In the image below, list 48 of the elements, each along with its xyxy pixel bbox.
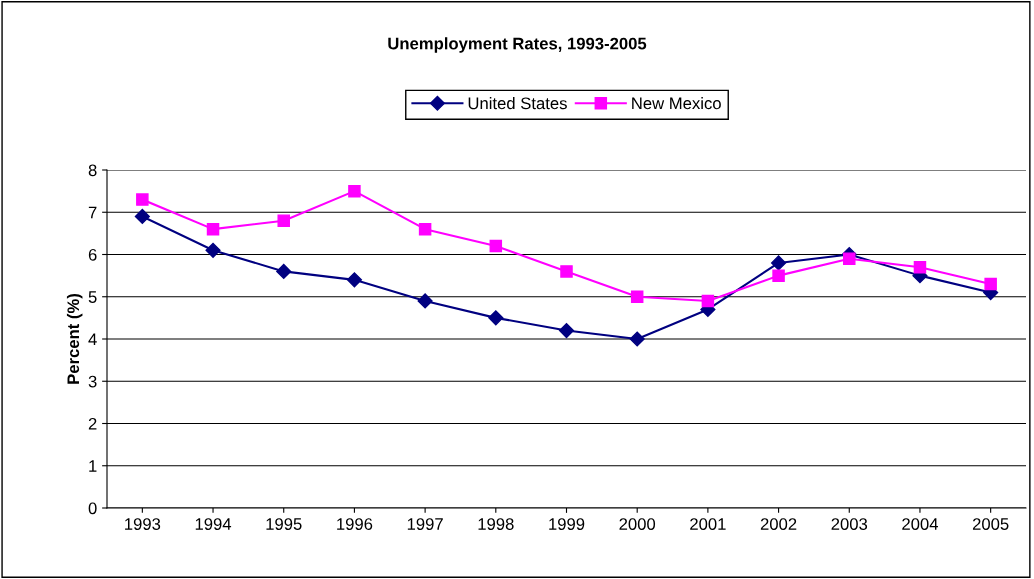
- x-tick-label: 2005: [972, 518, 1009, 530]
- point: [417, 293, 433, 309]
- y-tick-label: 6: [88, 248, 97, 261]
- x-tick-label: 1996: [337, 518, 373, 530]
- x-tick-label: 1997: [407, 518, 443, 530]
- point: [134, 208, 150, 225]
- x-tick-label: 1995: [266, 518, 302, 530]
- point: [276, 263, 292, 279]
- point: [701, 294, 715, 308]
- point: [277, 214, 290, 227]
- x-tick-label: 2003: [831, 518, 868, 530]
- point: [489, 239, 503, 253]
- point: [418, 222, 432, 236]
- y-tick-label: 8: [88, 164, 97, 177]
- x-tick-label: 2001: [690, 518, 726, 530]
- y-tick-label: 5: [88, 291, 97, 303]
- point: [772, 269, 785, 282]
- y-tick-label: 7: [88, 206, 97, 219]
- point: [843, 252, 856, 265]
- x-tick-label: 2002: [760, 518, 797, 530]
- point: [560, 265, 573, 278]
- x-tick-label: 2000: [619, 518, 656, 530]
- legend-label: New Mexico: [632, 97, 721, 110]
- x-tick-label: 1999: [549, 518, 585, 530]
- point: [771, 255, 787, 271]
- point: [206, 222, 220, 236]
- point: [346, 272, 362, 288]
- x-tick-label: 2004: [902, 518, 939, 530]
- y-tick-label: 3: [88, 375, 97, 388]
- point: [136, 193, 149, 206]
- x-tick-label: 1993: [125, 518, 161, 530]
- point: [558, 322, 575, 339]
- y-tick-label: 0: [88, 502, 97, 515]
- point: [630, 290, 644, 304]
- chart-title: Unemployment Rates, 1993-2005: [388, 37, 647, 53]
- y-tick-label: 4: [88, 333, 97, 346]
- point: [629, 331, 645, 347]
- y-tick-label: 2: [88, 417, 97, 430]
- point: [913, 260, 927, 274]
- legend-label: United States: [468, 97, 567, 110]
- x-tick-label: 1994: [195, 518, 232, 530]
- y-axis-title: Percent (%): [66, 293, 83, 384]
- y-tick-label: 1: [89, 460, 97, 472]
- point: [205, 242, 221, 258]
- point: [348, 184, 361, 198]
- x-tick-label: 1998: [478, 518, 514, 530]
- point: [488, 310, 504, 326]
- point: [984, 277, 997, 291]
